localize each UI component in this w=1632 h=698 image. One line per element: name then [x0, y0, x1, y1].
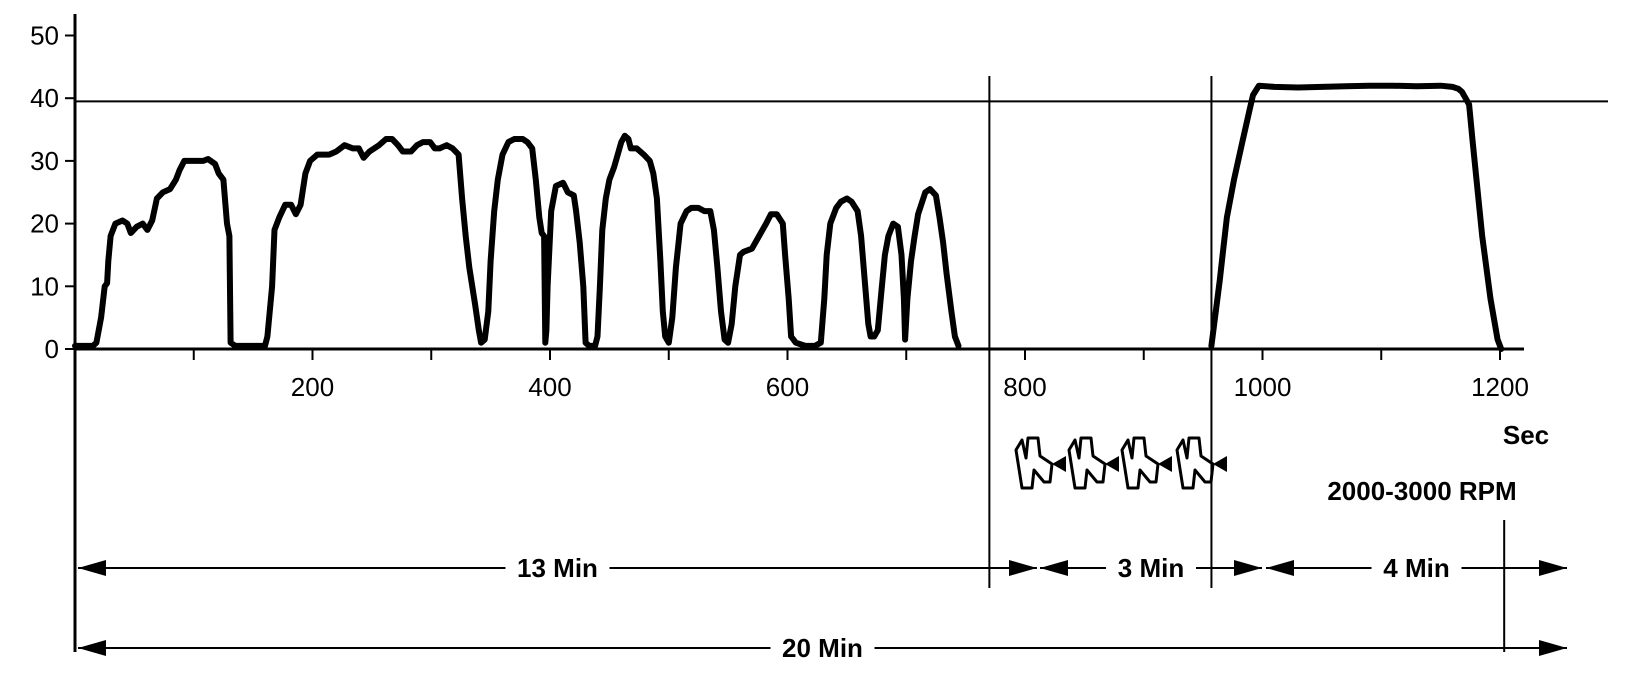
arrowhead-right [1009, 560, 1037, 576]
revving-accelerator-pedal-icon [1014, 436, 1066, 490]
phase-2-dimension: 3 Min [1040, 553, 1262, 583]
y-tick-label: 0 [45, 334, 59, 364]
y-tick-label: 30 [30, 146, 59, 176]
x-tick-label: 200 [291, 372, 334, 402]
phase-1-dimension: 13 Min [78, 553, 1037, 583]
arrowhead-left [78, 560, 106, 576]
pedal-arrowhead [1158, 456, 1172, 472]
x-axis-unit-label: Sec [1503, 420, 1549, 450]
arrowhead-left [1266, 560, 1294, 576]
ticks: 0 10 20 30 40 50 200 400 600 800 1000 1200 [30, 21, 1529, 403]
pedal-shape [1067, 436, 1107, 490]
x-tick-label: 1200 [1471, 372, 1529, 402]
pedal-shape [1120, 436, 1160, 490]
arrowhead-right [1539, 640, 1567, 656]
revving-accelerator-pedal-icon [1067, 436, 1119, 490]
pedal-shape [1175, 436, 1215, 490]
y-tick-label: 10 [30, 271, 59, 301]
rpm-label: 2000-3000 RPM [1327, 476, 1516, 506]
arrowhead-right [1234, 560, 1262, 576]
arrowhead-right [1539, 560, 1567, 576]
duration-dimensions: 13 Min 3 Min 4 Min 20 Min [78, 553, 1567, 663]
y-tick-label: 40 [30, 83, 59, 113]
pedal-arrowhead [1105, 456, 1119, 472]
revving-accelerator-pedal-icon [1120, 436, 1172, 490]
dimension-label: 4 Min [1383, 553, 1449, 583]
plot-area [72, 82, 1505, 352]
pedal-icons [1014, 436, 1227, 490]
x-tick-label: 800 [1003, 372, 1046, 402]
revving-accelerator-pedal-icon [1175, 436, 1227, 490]
dimension-label: 20 Min [782, 633, 863, 663]
y-tick-label: 50 [30, 21, 59, 51]
pedal-shape [1014, 436, 1054, 490]
dimension-label: 13 Min [517, 553, 598, 583]
pedal-arrowhead [1052, 456, 1066, 472]
total-dimension: 20 Min [78, 633, 1567, 663]
pedal-arrowhead [1213, 456, 1227, 472]
x-tick-label: 1000 [1234, 372, 1292, 402]
series-line [72, 132, 962, 349]
phase-3-dimension: 4 Min [1266, 553, 1567, 583]
arrowhead-left [1040, 560, 1068, 576]
series-line [1208, 82, 1505, 352]
axes [73, 14, 1608, 652]
x-tick-label: 600 [766, 372, 809, 402]
dimension-label: 3 Min [1118, 553, 1184, 583]
arrowhead-left [78, 640, 106, 656]
x-tick-label: 400 [528, 372, 571, 402]
y-tick-label: 20 [30, 209, 59, 239]
